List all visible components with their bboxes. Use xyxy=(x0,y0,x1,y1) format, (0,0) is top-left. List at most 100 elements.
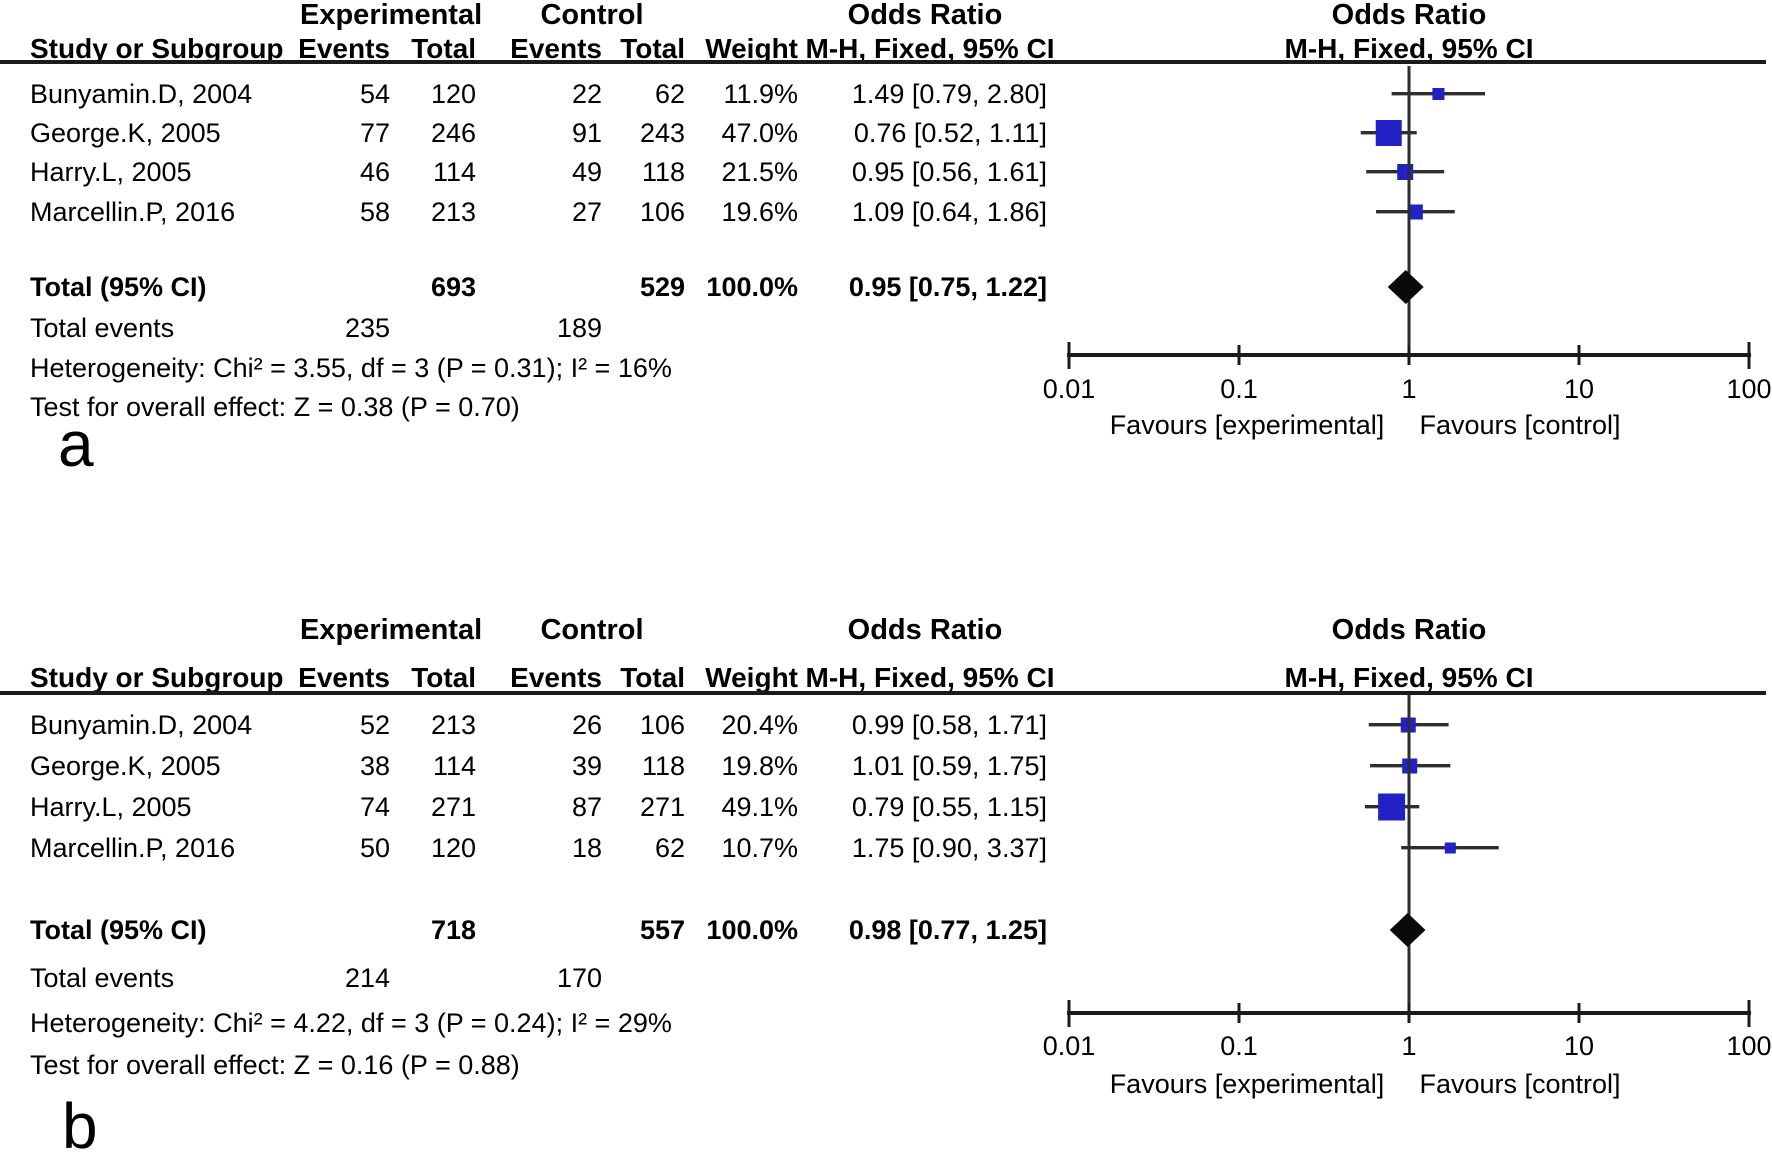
exp-total-value: 114 xyxy=(432,751,476,781)
col-header-events-exp: Events xyxy=(298,33,390,64)
favours-experimental-label: Favours [experimental] xyxy=(1109,410,1385,440)
weight-value: 19.8% xyxy=(721,751,798,781)
total-label: Total (95% CI) xyxy=(30,272,207,302)
total-events-label: Total events xyxy=(30,963,175,993)
total-ctl-value: 557 xyxy=(639,915,685,945)
total-diamond xyxy=(1387,270,1424,304)
total-label: Total (95% CI) xyxy=(30,915,207,945)
axis-tick xyxy=(1067,342,1071,369)
ctl-events-value: 87 xyxy=(571,792,602,822)
exp-events-value: 50 xyxy=(359,833,390,863)
exp-total-value: 213 xyxy=(430,710,476,740)
axis-tick xyxy=(1237,345,1241,365)
column-group-odds-ratio-plot: Odds Ratio xyxy=(1331,614,1487,646)
weight-value: 19.6% xyxy=(721,197,798,227)
header-rule xyxy=(0,60,1766,64)
ctl-total-value: 271 xyxy=(639,792,685,822)
weight-value: 10.7% xyxy=(721,833,798,863)
or-ci-value: 0.79 [0.55, 1.15] xyxy=(851,792,1047,822)
axis-tick xyxy=(1067,1000,1071,1027)
col-header-weight: Weight xyxy=(705,662,798,693)
total-events-ctl-value: 170 xyxy=(556,963,602,993)
group-header-experimental: Experimental xyxy=(300,614,483,646)
ctl-events-value: 91 xyxy=(571,118,602,148)
col-header-mh-plot: M-H, Fixed, 95% CI xyxy=(1284,33,1534,64)
no-effect-line xyxy=(1407,695,1411,1013)
col-header-study: Study or Subgroup xyxy=(30,33,284,64)
total-events-exp-value: 214 xyxy=(344,963,390,993)
ctl-total-value: 62 xyxy=(654,833,685,863)
or-ci-value: 1.09 [0.64, 1.86] xyxy=(851,197,1047,227)
axis-tick-label: 10 xyxy=(1563,374,1595,404)
no-effect-line xyxy=(1407,66,1411,355)
axis-tick-label: 0.1 xyxy=(1220,1031,1258,1061)
study-label: Marcellin.P, 2016 xyxy=(30,197,236,227)
exp-total-value: 246 xyxy=(430,118,476,148)
axis-tick-label: 100 xyxy=(1726,1031,1772,1061)
weight-value: 21.5% xyxy=(721,157,798,187)
axis-tick-label: 10 xyxy=(1563,1031,1595,1061)
ctl-events-value: 18 xyxy=(571,833,602,863)
exp-events-value: 38 xyxy=(359,751,390,781)
axis-tick xyxy=(1407,1003,1411,1023)
ctl-events-value: 22 xyxy=(571,79,602,109)
panel-label-a: a xyxy=(58,408,94,480)
total-or-ci-value: 0.95 [0.75, 1.22] xyxy=(848,272,1047,302)
weight-value: 49.1% xyxy=(721,792,798,822)
effect-square xyxy=(1375,120,1402,146)
total-exp-value: 693 xyxy=(430,272,476,302)
total-events-ctl-value: 189 xyxy=(556,313,602,343)
col-header-total-exp: Total xyxy=(411,662,476,693)
axis-tick-label: 0.01 xyxy=(1042,374,1096,404)
overall-effect-text: Test for overall effect: Z = 0.38 (P = 0… xyxy=(30,392,520,422)
ctl-total-value: 62 xyxy=(654,79,685,109)
col-header-study: Study or Subgroup xyxy=(30,662,284,693)
total-events-label: Total events xyxy=(30,313,175,343)
exp-total-value: 120 xyxy=(430,833,476,863)
weight-value: 20.4% xyxy=(721,710,798,740)
column-group-odds-ratio-plot: Odds Ratio xyxy=(1331,0,1487,31)
favours-control-label: Favours [control] xyxy=(1419,410,1621,440)
weight-value: 47.0% xyxy=(721,118,798,148)
ctl-events-value: 26 xyxy=(571,710,602,740)
axis-tick-label: 1 xyxy=(1401,1031,1417,1061)
ctl-total-value: 118 xyxy=(641,751,685,781)
ctl-total-value: 106 xyxy=(639,710,685,740)
axis-tick-label: 0.1 xyxy=(1220,374,1258,404)
total-weight-value: 100.0% xyxy=(706,272,798,302)
col-header-mh-plot: M-H, Fixed, 95% CI xyxy=(1284,662,1534,693)
weight-value: 11.9% xyxy=(723,79,798,109)
axis-tick xyxy=(1747,342,1751,369)
heterogeneity-text: Heterogeneity: Chi² = 4.22, df = 3 (P = … xyxy=(30,1008,672,1038)
col-header-events-exp: Events xyxy=(298,662,390,693)
axis-tick-label: 100 xyxy=(1726,374,1772,404)
favours-experimental-label: Favours [experimental] xyxy=(1109,1069,1385,1099)
col-header-mh-text: M-H, Fixed, 95% CI xyxy=(805,33,1055,64)
effect-square xyxy=(1397,164,1414,180)
study-label: Bunyamin.D, 2004 xyxy=(30,79,253,109)
ctl-total-value: 243 xyxy=(639,118,685,148)
study-label: Marcellin.P, 2016 xyxy=(30,833,236,863)
exp-total-value: 114 xyxy=(432,157,476,187)
axis-tick xyxy=(1747,1000,1751,1027)
column-group-odds-ratio-text: Odds Ratio xyxy=(847,0,1003,31)
exp-total-value: 271 xyxy=(430,792,476,822)
exp-events-value: 52 xyxy=(359,710,390,740)
ctl-events-value: 49 xyxy=(571,157,602,187)
exp-events-value: 74 xyxy=(359,792,390,822)
col-header-mh-text: M-H, Fixed, 95% CI xyxy=(805,662,1055,693)
col-header-total-ctl: Total xyxy=(620,662,685,693)
exp-events-value: 54 xyxy=(359,79,390,109)
exp-events-value: 46 xyxy=(359,157,390,187)
total-events-exp-value: 235 xyxy=(344,313,390,343)
or-ci-value: 1.75 [0.90, 3.37] xyxy=(851,833,1047,863)
ctl-total-value: 118 xyxy=(641,157,685,187)
total-weight-value: 100.0% xyxy=(706,915,798,945)
total-exp-value: 718 xyxy=(430,915,476,945)
panel-label-b: b xyxy=(62,1090,98,1162)
group-header-experimental: Experimental xyxy=(300,0,483,31)
total-or-ci-value: 0.98 [0.77, 1.25] xyxy=(848,915,1047,945)
col-header-weight: Weight xyxy=(705,33,798,64)
